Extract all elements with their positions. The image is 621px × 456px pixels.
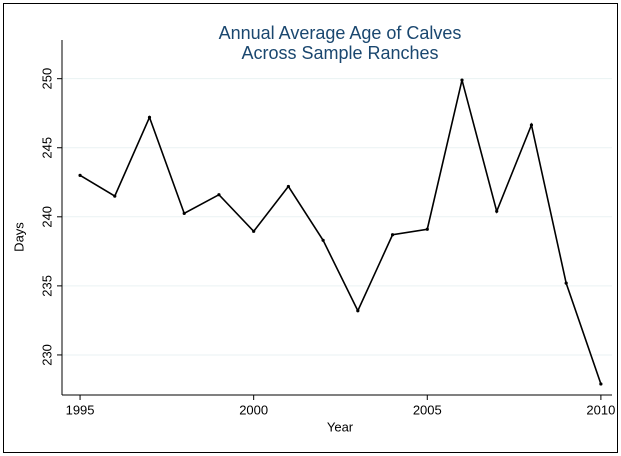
data-point [113,194,117,198]
y-tick-label: 245 [39,137,54,159]
data-point [217,193,221,197]
graph-frame [3,3,618,453]
chart-title: Across Sample Ranches [241,43,438,63]
data-point [252,229,256,233]
data-point [529,123,534,127]
y-axis-label: Days [11,222,26,252]
data-line [79,79,602,385]
y-tick-label: 230 [39,344,54,366]
x-tick-label: 2000 [239,402,268,417]
data-point [182,211,186,215]
chart-title: Annual Average Age of Calves [219,23,462,43]
data-point [321,238,325,242]
y-tick-label: 240 [39,206,54,228]
y-tick-label: 250 [39,68,54,90]
data-point [78,173,82,177]
data-point [286,184,290,189]
data-point [460,78,464,82]
y-tick-label: 235 [39,275,54,297]
data-point [356,309,360,313]
data-point [564,281,568,285]
x-tick-label: 2010 [586,402,615,417]
data-point [390,233,395,237]
data-point [425,227,429,231]
data-point [599,382,603,386]
x-axis-label: Year [327,419,354,434]
data-point [147,115,152,119]
data-point [495,209,499,213]
x-tick-label: 1995 [66,402,95,417]
x-tick-label: 2005 [413,402,442,417]
